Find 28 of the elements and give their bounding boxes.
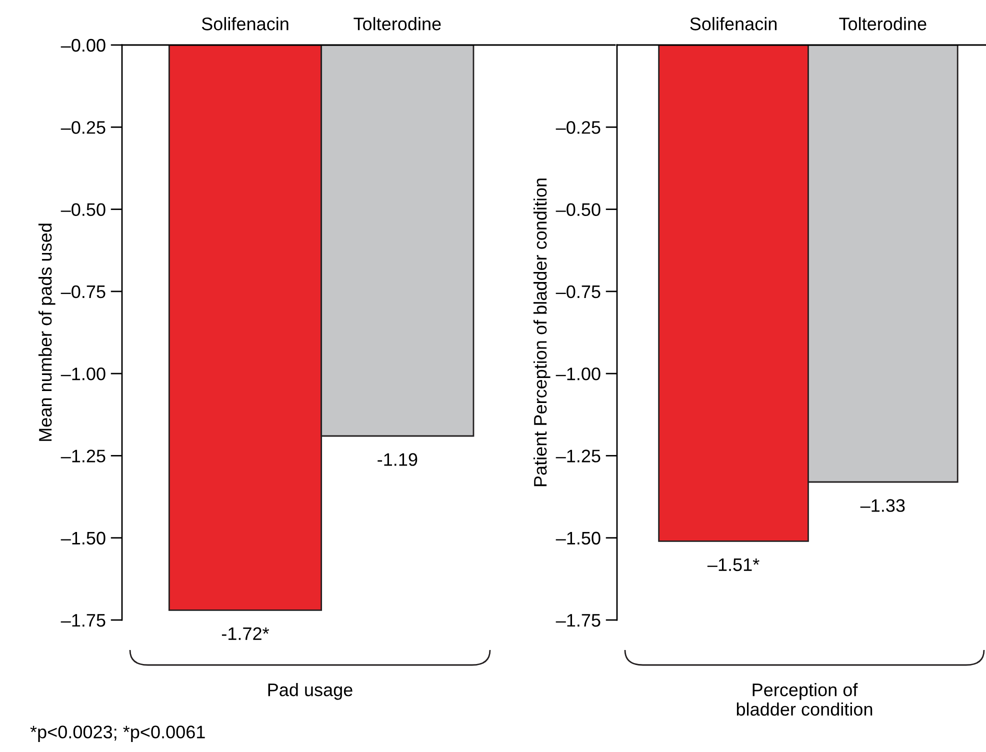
- y-tick-label: –1.75: [60, 614, 106, 627]
- x-axis-title: Perception of bladder condition: [736, 683, 872, 716]
- data-label: –1.51*: [707, 558, 760, 572]
- data-label: -1.72*: [222, 627, 270, 640]
- y-tick-label: –0.25: [556, 121, 600, 134]
- x-tick-label: Solifenacin: [690, 17, 777, 30]
- y-axis-title: Mean number of pads used: [38, 224, 56, 441]
- y-tick-label: –1.50: [60, 532, 106, 545]
- y-tick-label: –0.75: [60, 285, 106, 298]
- x-tick-label: Solifenacin: [202, 17, 288, 30]
- y-tick-label: –1.25: [556, 450, 600, 462]
- x-axis-title: Pad usage: [268, 683, 352, 700]
- y-axis-title: Patient Perception of bladder condition: [533, 178, 550, 486]
- x-tick-label: Tolterodine: [354, 17, 441, 30]
- y-tick-label: –1.00: [60, 368, 106, 380]
- text: *p<0.0023; *p<0.0061: [30, 726, 205, 742]
- x-tick-label: Tolterodine: [839, 17, 926, 30]
- y-tick-label: –1.75: [556, 614, 600, 627]
- y-tick-label: –0.00: [60, 38, 106, 52]
- y-tick-label: –1.50: [556, 532, 600, 545]
- y-tick-label: –1.00: [556, 368, 600, 380]
- data-label: –1.33: [860, 499, 905, 512]
- y-tick-label: –1.25: [60, 450, 106, 462]
- y-tick-label: –0.75: [556, 285, 600, 298]
- y-tick-label: –0.25: [60, 121, 106, 134]
- y-tick-label: –0.50: [556, 203, 600, 216]
- y-tick-label: –0.50: [60, 203, 106, 216]
- data-label: -1.19: [378, 453, 418, 466]
